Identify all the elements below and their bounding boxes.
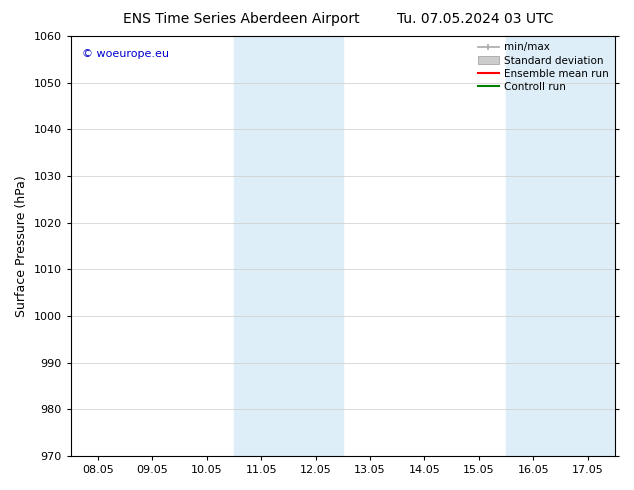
Y-axis label: Surface Pressure (hPa): Surface Pressure (hPa) (15, 175, 28, 317)
Text: Tu. 07.05.2024 03 UTC: Tu. 07.05.2024 03 UTC (398, 12, 553, 26)
Text: © woeurope.eu: © woeurope.eu (82, 49, 169, 59)
Bar (234, 36, 343, 456)
Text: ENS Time Series Aberdeen Airport: ENS Time Series Aberdeen Airport (122, 12, 359, 26)
Bar (506, 36, 615, 456)
Legend: min/max, Standard deviation, Ensemble mean run, Controll run: min/max, Standard deviation, Ensemble me… (474, 38, 612, 96)
